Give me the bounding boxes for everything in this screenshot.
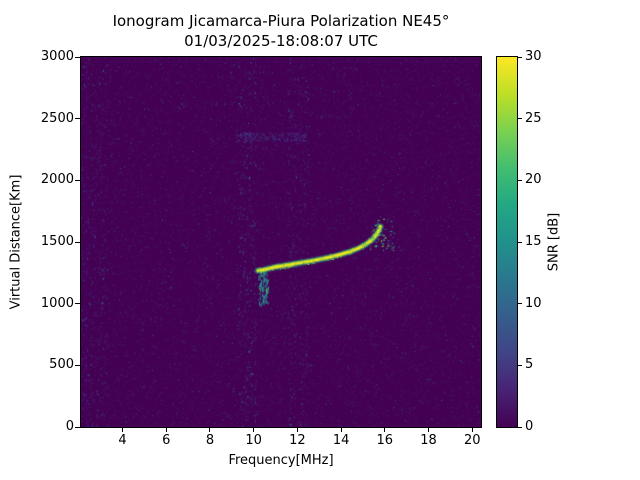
y-tick-mark (75, 118, 80, 120)
x-tick-label: 8 (205, 433, 215, 448)
colorbar-tick-mark (518, 426, 522, 428)
y-tick-label: 2500 (40, 110, 74, 126)
colorbar-tick-label: 0 (525, 419, 534, 434)
x-axis-label: Frequency[MHz] (228, 453, 334, 468)
y-tick-mark (75, 426, 80, 428)
y-tick-label: 0 (65, 419, 74, 434)
y-tick-mark (75, 179, 80, 181)
x-tick-label: 14 (332, 433, 350, 448)
x-tick-mark (165, 428, 167, 432)
x-tick-label: 10 (245, 433, 262, 448)
colorbar-gradient (496, 56, 518, 428)
x-tick-label: 6 (162, 433, 171, 448)
y-tick-label: 2000 (40, 172, 74, 188)
y-tick-mark (75, 56, 80, 58)
y-tick-mark (75, 303, 80, 305)
x-tick-label: 12 (289, 433, 306, 448)
x-tick-mark (209, 428, 211, 432)
colorbar-tick-label: 10 (525, 295, 542, 311)
x-tick-mark (122, 428, 124, 432)
x-tick-mark (384, 428, 386, 432)
y-tick-mark (75, 241, 80, 243)
colorbar-tick-mark (518, 241, 522, 243)
colorbar-tick-label: 5 (525, 357, 534, 373)
colorbar-tick-label: 15 (525, 234, 542, 249)
y-tick-label: 1500 (40, 234, 74, 249)
colorbar-tick-mark (518, 303, 522, 305)
colorbar-tick-label: 30 (525, 49, 542, 64)
y-tick-label: 500 (49, 357, 74, 373)
x-tick-mark (471, 428, 473, 432)
chart-subtitle: 01/03/2025-18:08:07 UTC (184, 32, 378, 50)
colorbar-tick-mark (518, 364, 522, 366)
colorbar-tick-label: 20 (525, 172, 542, 188)
x-tick-label: 20 (463, 433, 481, 448)
colorbar-tick-mark (518, 118, 522, 120)
colorbar-tick-mark (518, 56, 522, 58)
y-tick-label: 3000 (40, 49, 74, 64)
chart-title: Ionogram Jicamarca-Piura Polarization NE… (112, 12, 450, 30)
x-tick-label: 18 (420, 433, 437, 448)
colorbar-tick-mark (518, 179, 522, 181)
colorbar-tick-label: 25 (525, 110, 542, 126)
y-tick-mark (75, 364, 80, 366)
x-tick-mark (253, 428, 255, 432)
x-tick-label: 16 (376, 433, 394, 448)
y-tick-label: 1000 (40, 295, 74, 311)
x-tick-label: 4 (118, 433, 127, 448)
y-axis-label: Virtual Distance[Km] (8, 174, 24, 310)
x-tick-mark (296, 428, 298, 432)
ionogram-heatmap-plot (80, 56, 482, 428)
x-tick-mark (340, 428, 342, 432)
x-tick-mark (428, 428, 430, 432)
